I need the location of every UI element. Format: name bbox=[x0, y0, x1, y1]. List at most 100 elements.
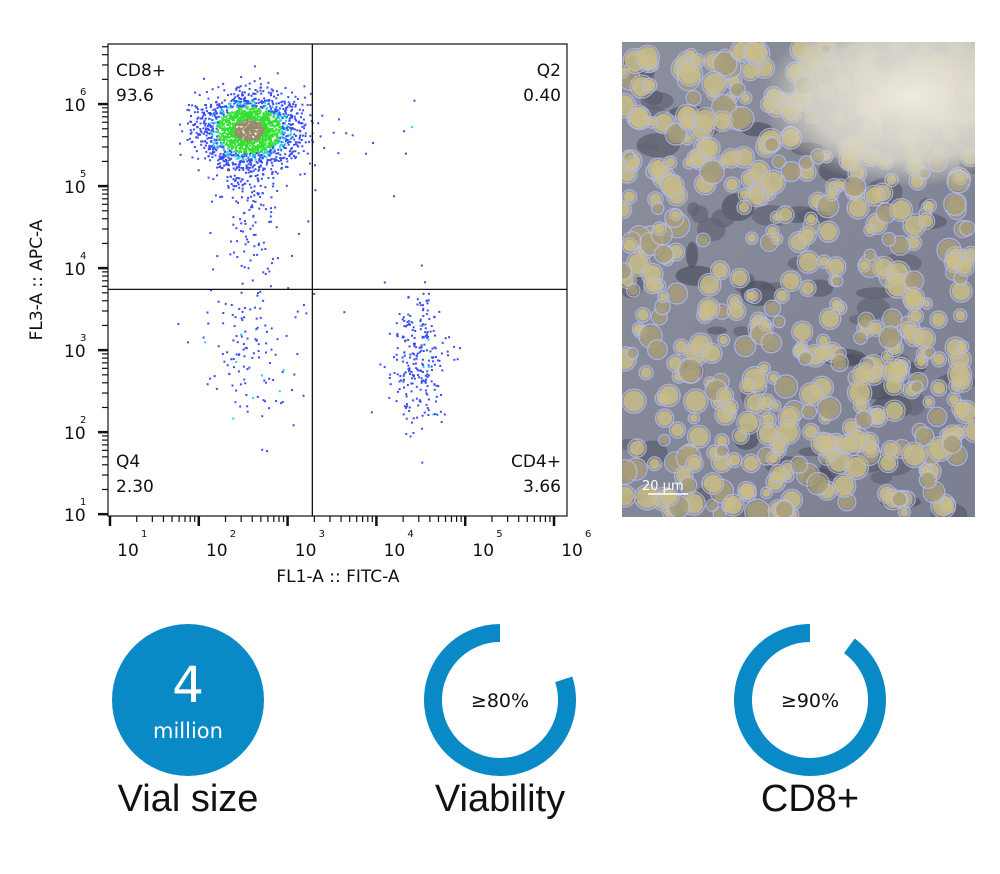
event-point bbox=[188, 109, 191, 112]
event-point bbox=[225, 128, 228, 131]
event-point bbox=[234, 138, 237, 141]
event-point bbox=[291, 388, 294, 391]
event-point bbox=[252, 106, 255, 109]
event-point bbox=[446, 350, 449, 353]
event-point bbox=[290, 254, 293, 257]
event-point bbox=[200, 140, 203, 143]
event-point bbox=[275, 102, 278, 105]
event-point bbox=[260, 99, 263, 102]
event-point bbox=[181, 130, 184, 133]
event-point bbox=[248, 149, 251, 152]
event-point bbox=[262, 130, 265, 133]
event-point bbox=[241, 156, 244, 159]
x-tick-label: 10 bbox=[295, 541, 317, 561]
event-point bbox=[178, 142, 181, 145]
event-point bbox=[284, 142, 287, 145]
event-point bbox=[403, 372, 406, 375]
event-point bbox=[257, 244, 260, 247]
event-point bbox=[421, 414, 424, 417]
event-point bbox=[288, 122, 291, 125]
event-point bbox=[236, 121, 239, 124]
event-point bbox=[424, 323, 427, 326]
event-point bbox=[284, 117, 287, 120]
event-point bbox=[270, 211, 273, 214]
event-point bbox=[231, 98, 234, 101]
event-point bbox=[259, 137, 262, 140]
event-point bbox=[261, 154, 264, 157]
event-point bbox=[229, 132, 232, 135]
event-point bbox=[213, 151, 216, 154]
event-point bbox=[238, 102, 241, 105]
event-point bbox=[276, 109, 279, 112]
event-point bbox=[264, 127, 267, 130]
event-point bbox=[209, 140, 212, 143]
event-point bbox=[246, 405, 249, 408]
event-point bbox=[270, 134, 273, 137]
event-point bbox=[218, 162, 221, 165]
event-point bbox=[245, 165, 248, 168]
event-point bbox=[262, 119, 265, 122]
event-point bbox=[256, 90, 259, 93]
event-point bbox=[413, 342, 416, 345]
event-point bbox=[284, 153, 287, 156]
event-point bbox=[296, 97, 299, 100]
event-point bbox=[247, 100, 250, 103]
event-point bbox=[439, 393, 442, 396]
event-point bbox=[284, 112, 287, 115]
event-point bbox=[411, 373, 414, 376]
event-point bbox=[250, 195, 253, 198]
event-point bbox=[238, 186, 241, 189]
event-point bbox=[272, 145, 275, 148]
event-point bbox=[265, 156, 268, 159]
event-point bbox=[219, 152, 222, 155]
event-point bbox=[240, 167, 243, 170]
event-point bbox=[242, 212, 245, 215]
event-point bbox=[223, 135, 226, 138]
event-point bbox=[234, 101, 237, 104]
event-point bbox=[294, 117, 297, 120]
event-point bbox=[259, 316, 262, 319]
event-point bbox=[430, 369, 433, 372]
event-point bbox=[262, 133, 265, 136]
event-point bbox=[220, 112, 223, 115]
event-point bbox=[254, 89, 257, 92]
event-point bbox=[257, 145, 260, 148]
event-point bbox=[286, 129, 289, 132]
event-point bbox=[270, 152, 273, 155]
event-point bbox=[437, 385, 440, 388]
event-point bbox=[210, 103, 213, 106]
event-point bbox=[422, 350, 425, 353]
event-point bbox=[241, 282, 244, 285]
event-point bbox=[222, 153, 225, 156]
event-point bbox=[243, 306, 246, 309]
event-point bbox=[275, 97, 278, 100]
event-point bbox=[197, 169, 200, 172]
event-point bbox=[231, 119, 234, 122]
event-point bbox=[260, 149, 263, 152]
event-point bbox=[243, 152, 246, 155]
event-point bbox=[279, 143, 282, 146]
event-point bbox=[226, 114, 229, 117]
event-point bbox=[247, 114, 250, 117]
event-point bbox=[228, 122, 231, 125]
event-point bbox=[252, 122, 255, 125]
event-point bbox=[232, 105, 235, 108]
event-point bbox=[402, 360, 405, 363]
event-point bbox=[426, 337, 429, 340]
event-point bbox=[235, 117, 238, 120]
event-point bbox=[225, 153, 228, 156]
event-point bbox=[235, 124, 238, 127]
event-point bbox=[215, 142, 218, 145]
event-point bbox=[304, 132, 307, 135]
event-point bbox=[417, 373, 420, 376]
event-point bbox=[260, 161, 263, 164]
event-point bbox=[288, 154, 291, 157]
event-point bbox=[242, 343, 245, 346]
event-point bbox=[271, 106, 274, 109]
event-point bbox=[283, 102, 286, 105]
event-point bbox=[286, 106, 289, 109]
event-point bbox=[243, 155, 246, 158]
event-point bbox=[230, 183, 233, 186]
event-point bbox=[279, 137, 282, 140]
event-point bbox=[240, 112, 243, 115]
